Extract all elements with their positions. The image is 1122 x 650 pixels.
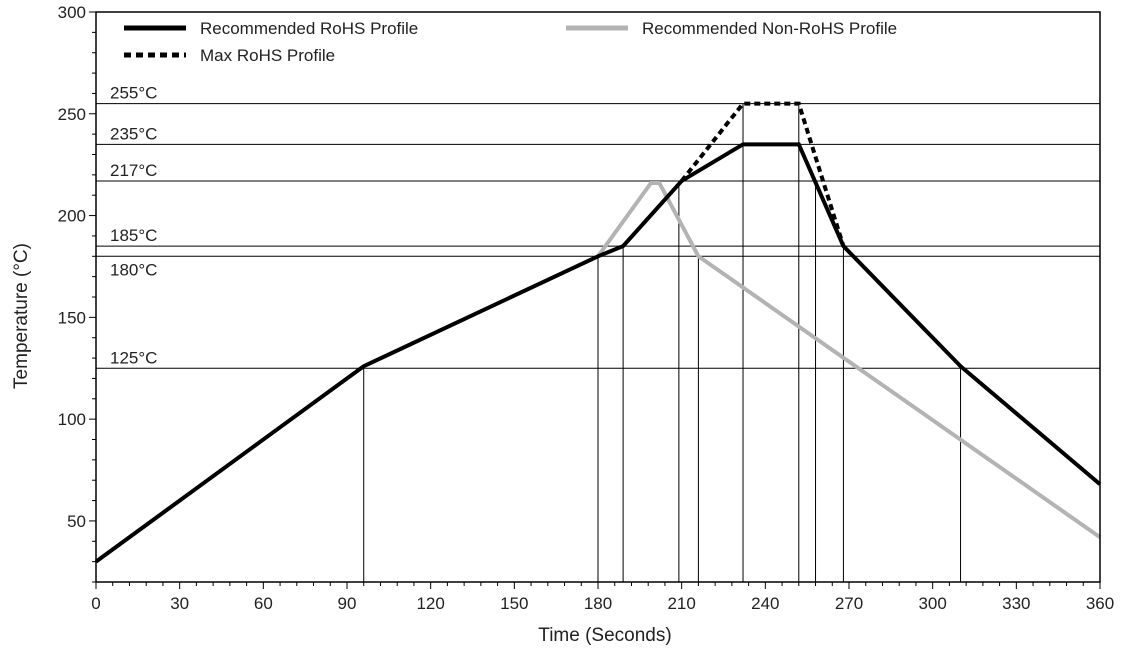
x-axis-ticks: 0 30 60 90 120 150 180 210 240 270 300 330 360 (91, 582, 1114, 613)
y-axis-title: Temperature (°C) (11, 243, 32, 389)
x-tick-label: 330 (1002, 594, 1030, 613)
x-tick-label: 300 (918, 594, 946, 613)
reference-line-label: 235°C (110, 124, 157, 143)
legend-label: Recommended Non-RoHS Profile (642, 19, 897, 38)
x-tick-label: 240 (751, 594, 779, 613)
reference-line-label: 125°C (110, 348, 157, 367)
reference-line-label: 180°C (110, 260, 157, 279)
legend: Recommended RoHS Profile Recommended Non-… (124, 19, 897, 65)
series-line (94, 142, 1102, 564)
y-tick-label: 200 (58, 207, 86, 226)
x-axis-title: Time (Seconds) (538, 625, 671, 646)
series-line (680, 101, 846, 247)
x-tick-label: 30 (170, 594, 189, 613)
x-tick-label: 120 (416, 594, 444, 613)
x-tick-label: 90 (338, 594, 357, 613)
y-tick-label: 50 (67, 512, 86, 531)
y-tick-label: 300 (58, 3, 86, 22)
y-tick-label: 150 (58, 308, 86, 327)
vertical-markers (363, 103, 962, 582)
y-tick-label: 250 (58, 105, 86, 124)
legend-label: Recommended RoHS Profile (200, 19, 418, 38)
y-axis-ticks: 50 100 150 200 250 300 (58, 3, 96, 583)
x-tick-label: 210 (667, 594, 695, 613)
reference-line-label: 255°C (110, 84, 157, 103)
series-line (596, 181, 1102, 539)
legend-label: Max RoHS Profile (200, 46, 335, 65)
x-tick-label: 270 (835, 594, 863, 613)
x-tick-label: 0 (91, 594, 100, 613)
series-lines (94, 101, 1102, 564)
reference-line-label: 185°C (110, 226, 157, 245)
x-tick-label: 60 (254, 594, 273, 613)
y-tick-label: 100 (58, 410, 86, 429)
reference-line-label: 217°C (110, 161, 157, 180)
x-tick-label: 360 (1086, 594, 1114, 613)
x-tick-label: 150 (500, 594, 528, 613)
x-tick-label: 180 (584, 594, 612, 613)
